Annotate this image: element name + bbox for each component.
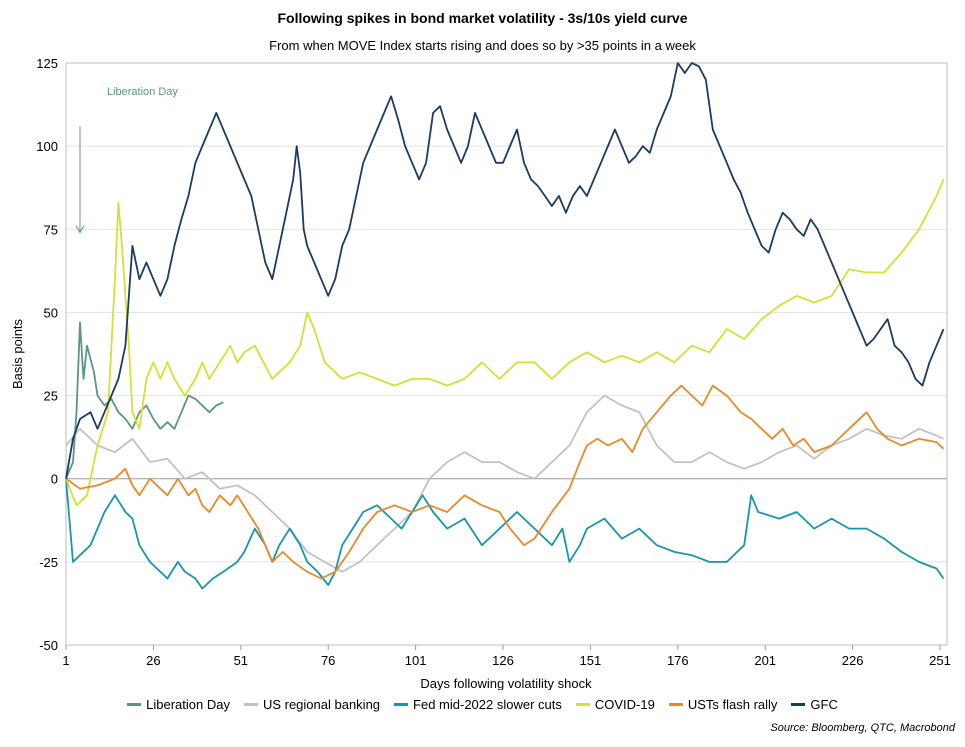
legend-item: USTs flash rally [668, 697, 778, 712]
plot-frame [65, 62, 948, 646]
legend-item: GFC [791, 697, 838, 712]
legend-swatch [791, 703, 806, 706]
y-tick-label: 25 [44, 389, 58, 404]
legend-swatch [243, 703, 258, 706]
legend-item: COVID-19 [575, 697, 655, 712]
legend-label: GFC [810, 697, 838, 712]
y-axis-label: Basis points [10, 318, 25, 389]
series-line-0 [65, 321, 224, 480]
x-tick-label: 176 [667, 653, 689, 668]
legend-item: Liberation Day [127, 697, 230, 712]
x-tick-label: 151 [580, 653, 602, 668]
source-note: Source: Bloomberg, QTC, Macrobond [770, 722, 955, 734]
x-tick-label: 226 [842, 653, 864, 668]
legend-label: Fed mid-2022 slower cuts [413, 697, 562, 712]
legend: Liberation Day US regional banking Fed mid… [0, 697, 965, 712]
annotation: Liberation Day [75, 86, 178, 234]
legend-label: USTs flash rally [687, 697, 778, 712]
legend-swatch [394, 703, 409, 706]
y-tick-label: 100 [36, 139, 58, 154]
legend-swatch [668, 703, 683, 706]
y-tick-label: -50 [39, 638, 58, 653]
x-tick-label: 26 [146, 653, 160, 668]
legend-swatch [575, 703, 590, 706]
x-tick-label: 126 [492, 653, 514, 668]
annotation-label: Liberation Day [107, 86, 178, 98]
legend-item: US regional banking [243, 697, 381, 712]
x-tick-label: 1 [62, 653, 69, 668]
x-axis-label: Days following volatility shock [420, 676, 592, 690]
y-tick-label: -25 [39, 555, 58, 570]
annotation-arrowhead [75, 225, 85, 234]
legend-item: Fed mid-2022 slower cuts [394, 697, 562, 712]
chart-subtitle: From when MOVE Index starts rising and d… [269, 38, 696, 53]
gridlines [66, 62, 947, 646]
x-tick-label: 76 [321, 653, 335, 668]
legend-label: Liberation Day [146, 697, 230, 712]
y-tick-label: 125 [36, 56, 58, 71]
x-tick-label: 201 [754, 653, 776, 668]
y-tick-label: 75 [44, 222, 58, 237]
series-line-2 [65, 478, 945, 590]
x-tick-label: 251 [929, 653, 951, 668]
legend-swatch [127, 703, 142, 706]
y-tick-label: 0 [51, 472, 58, 487]
legend-label: US regional banking [262, 697, 381, 712]
y-tick-label: 50 [44, 305, 58, 320]
x-tick-label: 51 [234, 653, 248, 668]
series-lines [65, 62, 945, 590]
series-line-3 [65, 179, 945, 507]
chart-title: Following spikes in bond market volatili… [277, 10, 688, 26]
x-tick-label: 101 [405, 653, 427, 668]
series-line-5 [65, 62, 945, 479]
legend-label: COVID-19 [594, 697, 655, 712]
series-line-4 [65, 384, 945, 580]
series-line-1 [65, 394, 944, 573]
